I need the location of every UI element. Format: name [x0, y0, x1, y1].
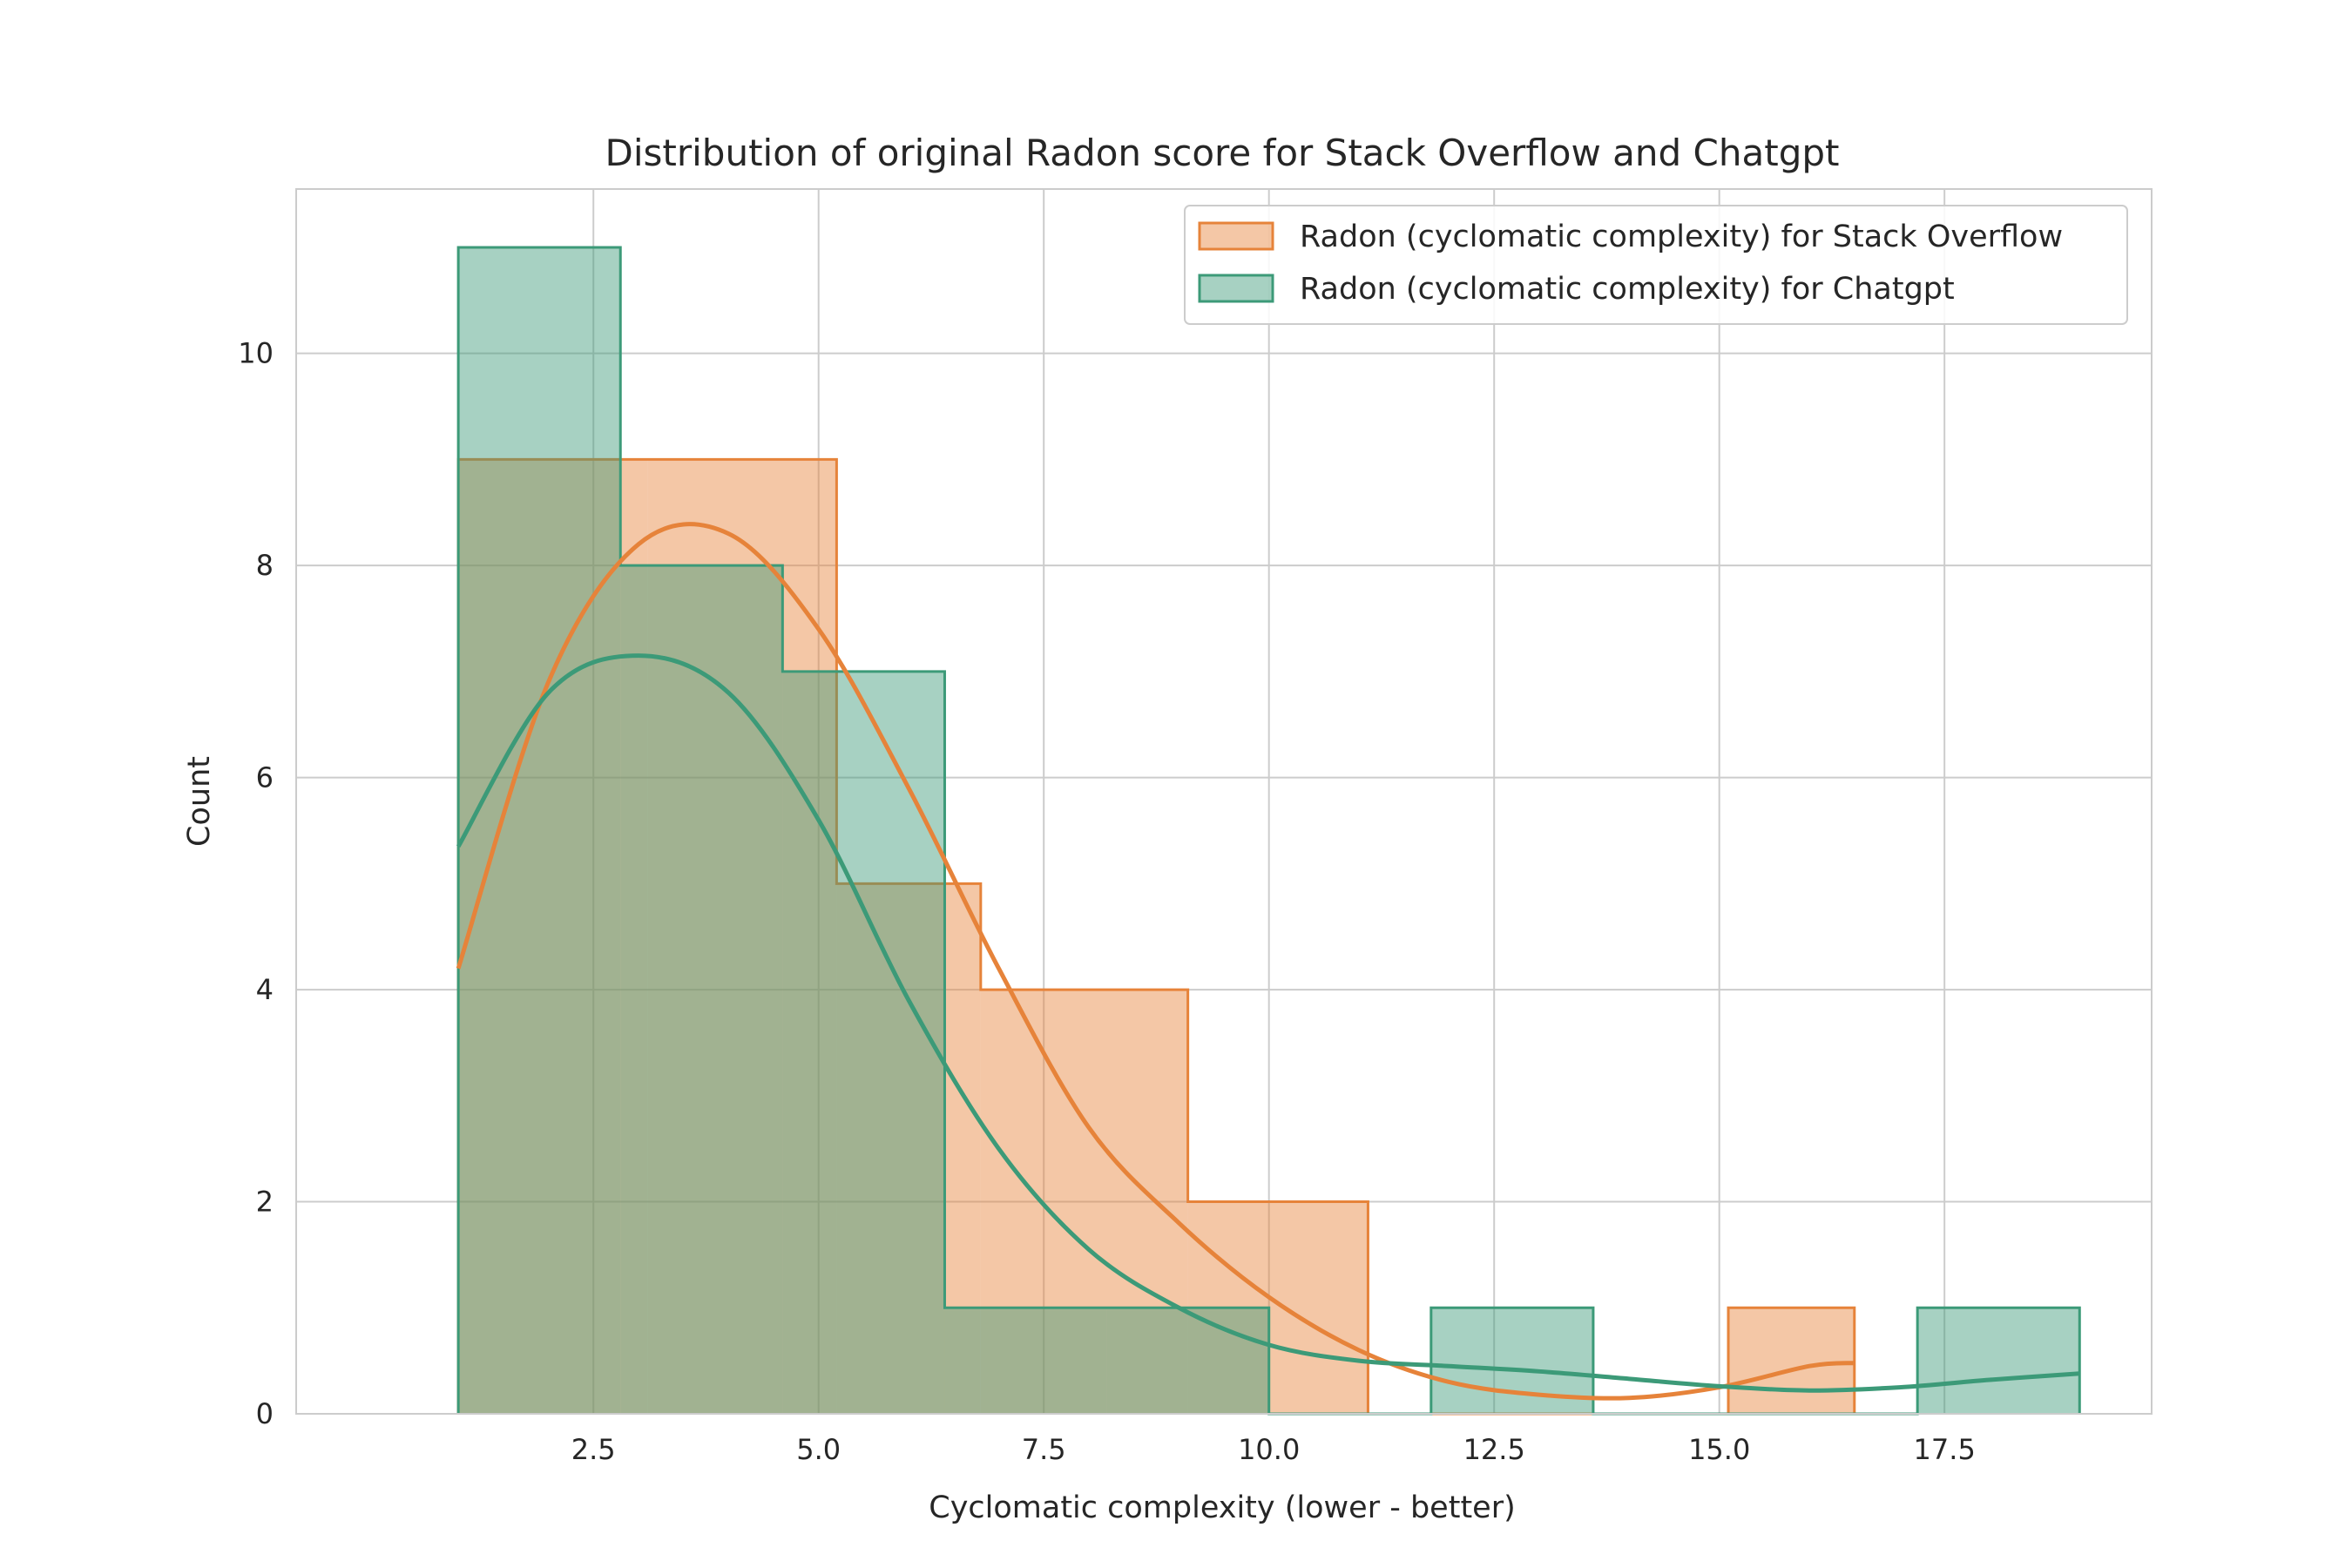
legend-label: Radon (cyclomatic complexity) for Chatgp…	[1300, 272, 1955, 307]
legend-box	[1184, 205, 2128, 325]
legend-swatch	[1198, 221, 1274, 251]
x-tick-label: 5.0	[796, 1433, 841, 1466]
plot-area	[296, 189, 2152, 1414]
legend: Radon (cyclomatic complexity) for Stack …	[1184, 205, 2128, 325]
kde-curves	[456, 522, 2080, 1401]
y-axis-ticks: 0 2 4 6 8 10	[238, 337, 274, 1430]
x-axis-label: Cyclomatic complexity (lower - better)	[929, 1490, 1516, 1525]
y-tick-label: 2	[256, 1186, 274, 1219]
y-tick-label: 0	[256, 1397, 274, 1430]
histogram-bar	[836, 883, 981, 1414]
histogram-bar	[458, 247, 621, 1414]
x-tick-label: 10.0	[1238, 1433, 1300, 1466]
kde-line-series-1	[456, 653, 2080, 1393]
y-tick-label: 6	[256, 761, 274, 794]
histogram-bar	[458, 459, 648, 1415]
x-tick-label: 17.5	[1914, 1433, 1976, 1466]
histogram-bar	[944, 1308, 1107, 1414]
kde-line-series-0	[456, 522, 1855, 1401]
bars-series-1	[456, 246, 2081, 1416]
y-tick-label: 4	[256, 973, 274, 1006]
plot-frame	[295, 188, 2153, 1415]
histogram-bar	[620, 565, 783, 1414]
histogram-bar	[647, 459, 837, 1415]
histogram-bar	[1728, 1308, 1855, 1414]
y-axis-label: Count	[182, 756, 217, 847]
legend-swatch	[1198, 274, 1274, 303]
chart-title: Distribution of original Radon score for…	[605, 132, 1840, 174]
x-tick-label: 7.5	[1022, 1433, 1066, 1466]
y-tick-label: 8	[256, 549, 274, 582]
x-tick-label: 12.5	[1463, 1433, 1525, 1466]
y-tick-label: 10	[238, 337, 274, 370]
histogram-bar	[1917, 1308, 2080, 1414]
histogram-bar	[1106, 1308, 1269, 1414]
legend-label: Radon (cyclomatic complexity) for Stack …	[1300, 220, 2063, 254]
x-axis-ticks: 2.5 5.0 7.5 10.0 12.5 15.0 17.5	[571, 1433, 1976, 1466]
x-tick-label: 2.5	[571, 1433, 616, 1466]
histogram-step-outline	[456, 457, 1856, 1416]
histogram-bar	[782, 671, 945, 1414]
x-tick-label: 15.0	[1688, 1433, 1750, 1466]
